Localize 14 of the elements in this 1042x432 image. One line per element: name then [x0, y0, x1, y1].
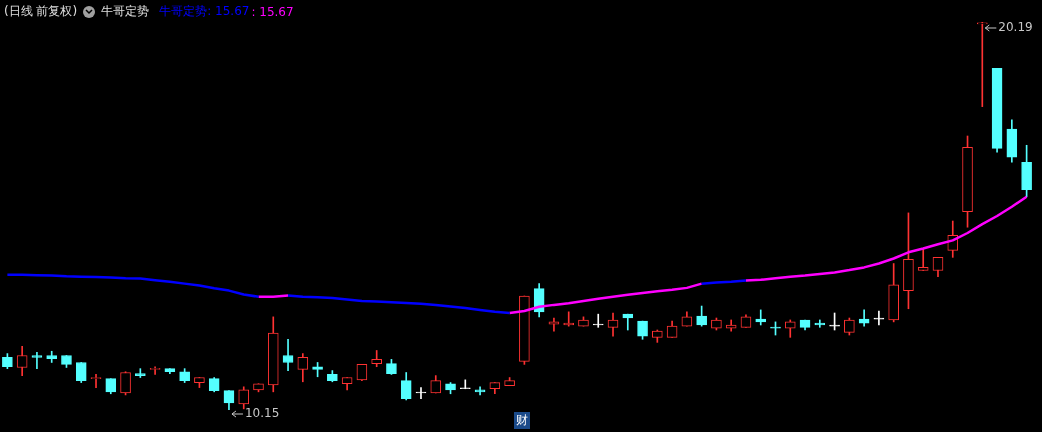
candlestick: [31, 352, 43, 369]
candlestick: [976, 22, 988, 107]
candlestick: [873, 310, 885, 326]
candlestick: [917, 248, 929, 271]
text: 财: [514, 412, 530, 429]
text: 牛哥定势: 15.67: [159, 3, 250, 20]
candlestick: [282, 338, 294, 371]
annotation: 20.19: [998, 20, 1033, 35]
text: : 15.67: [251, 4, 294, 19]
candlestick: [415, 387, 427, 400]
candlestick: [592, 313, 604, 328]
chart-title: (日线 前复权): [4, 3, 78, 20]
text: 牛哥定势: [101, 3, 150, 20]
annotation: 10.15: [244, 406, 280, 421]
